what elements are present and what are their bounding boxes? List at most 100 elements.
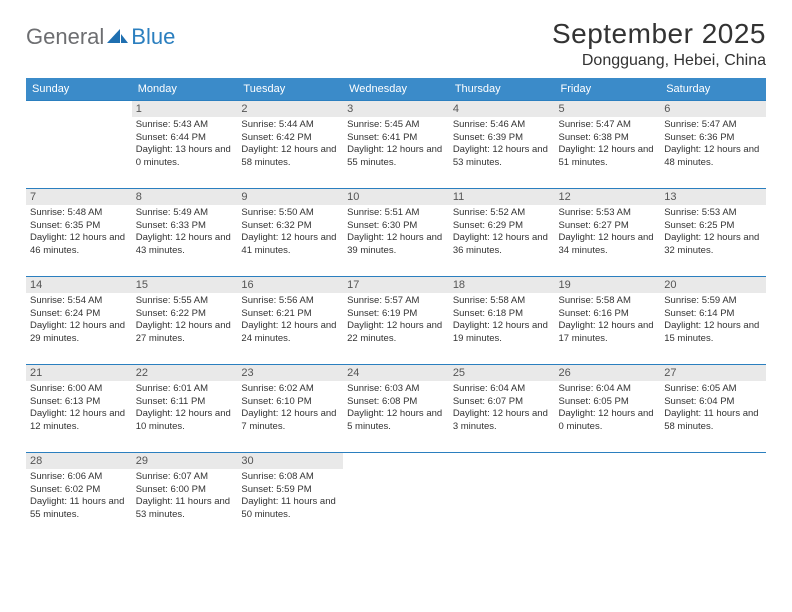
week-row: 1Sunrise: 5:43 AMSunset: 6:44 PMDaylight… bbox=[26, 101, 766, 189]
day-number: 27 bbox=[660, 365, 766, 381]
day-content: Sunrise: 5:52 AMSunset: 6:29 PMDaylight:… bbox=[449, 205, 555, 261]
day-cell: 9Sunrise: 5:50 AMSunset: 6:32 PMDaylight… bbox=[237, 189, 343, 277]
day-number: 5 bbox=[555, 101, 661, 117]
day-content: Sunrise: 6:04 AMSunset: 6:05 PMDaylight:… bbox=[555, 381, 661, 437]
week-row: 28Sunrise: 6:06 AMSunset: 6:02 PMDayligh… bbox=[26, 453, 766, 541]
day-cell: 22Sunrise: 6:01 AMSunset: 6:11 PMDayligh… bbox=[132, 365, 238, 453]
day-content: Sunrise: 5:57 AMSunset: 6:19 PMDaylight:… bbox=[343, 293, 449, 349]
day-number: 13 bbox=[660, 189, 766, 205]
day-cell: 20Sunrise: 5:59 AMSunset: 6:14 PMDayligh… bbox=[660, 277, 766, 365]
day-content: Sunrise: 6:06 AMSunset: 6:02 PMDaylight:… bbox=[26, 469, 132, 525]
day-content: Sunrise: 5:47 AMSunset: 6:36 PMDaylight:… bbox=[660, 117, 766, 173]
day-content: Sunrise: 6:04 AMSunset: 6:07 PMDaylight:… bbox=[449, 381, 555, 437]
week-row: 14Sunrise: 5:54 AMSunset: 6:24 PMDayligh… bbox=[26, 277, 766, 365]
day-number: 23 bbox=[237, 365, 343, 381]
day-content: Sunrise: 5:49 AMSunset: 6:33 PMDaylight:… bbox=[132, 205, 238, 261]
day-content: Sunrise: 5:53 AMSunset: 6:27 PMDaylight:… bbox=[555, 205, 661, 261]
week-row: 7Sunrise: 5:48 AMSunset: 6:35 PMDaylight… bbox=[26, 189, 766, 277]
day-content: Sunrise: 5:58 AMSunset: 6:16 PMDaylight:… bbox=[555, 293, 661, 349]
day-number: 19 bbox=[555, 277, 661, 293]
weekday-header-row: SundayMondayTuesdayWednesdayThursdayFrid… bbox=[26, 78, 766, 101]
brand-logo: General Blue bbox=[26, 24, 175, 50]
day-content: Sunrise: 5:50 AMSunset: 6:32 PMDaylight:… bbox=[237, 205, 343, 261]
day-number: 16 bbox=[237, 277, 343, 293]
day-cell: 8Sunrise: 5:49 AMSunset: 6:33 PMDaylight… bbox=[132, 189, 238, 277]
day-cell: 12Sunrise: 5:53 AMSunset: 6:27 PMDayligh… bbox=[555, 189, 661, 277]
day-cell: 29Sunrise: 6:07 AMSunset: 6:00 PMDayligh… bbox=[132, 453, 238, 541]
day-content: Sunrise: 5:46 AMSunset: 6:39 PMDaylight:… bbox=[449, 117, 555, 173]
weekday-header: Thursday bbox=[449, 78, 555, 101]
day-cell: 24Sunrise: 6:03 AMSunset: 6:08 PMDayligh… bbox=[343, 365, 449, 453]
brand-sail-icon bbox=[107, 27, 129, 50]
day-cell: 17Sunrise: 5:57 AMSunset: 6:19 PMDayligh… bbox=[343, 277, 449, 365]
day-number: 29 bbox=[132, 453, 238, 469]
day-cell: 21Sunrise: 6:00 AMSunset: 6:13 PMDayligh… bbox=[26, 365, 132, 453]
day-content: Sunrise: 6:05 AMSunset: 6:04 PMDaylight:… bbox=[660, 381, 766, 437]
day-content: Sunrise: 5:53 AMSunset: 6:25 PMDaylight:… bbox=[660, 205, 766, 261]
day-number: 17 bbox=[343, 277, 449, 293]
day-content: Sunrise: 6:01 AMSunset: 6:11 PMDaylight:… bbox=[132, 381, 238, 437]
day-number: 26 bbox=[555, 365, 661, 381]
day-cell: 26Sunrise: 6:04 AMSunset: 6:05 PMDayligh… bbox=[555, 365, 661, 453]
day-cell: 28Sunrise: 6:06 AMSunset: 6:02 PMDayligh… bbox=[26, 453, 132, 541]
day-cell: 1Sunrise: 5:43 AMSunset: 6:44 PMDaylight… bbox=[132, 101, 238, 189]
day-content: Sunrise: 6:03 AMSunset: 6:08 PMDaylight:… bbox=[343, 381, 449, 437]
day-number: 24 bbox=[343, 365, 449, 381]
day-number: 4 bbox=[449, 101, 555, 117]
day-content: Sunrise: 5:43 AMSunset: 6:44 PMDaylight:… bbox=[132, 117, 238, 173]
empty-cell bbox=[26, 101, 132, 189]
day-content: Sunrise: 6:00 AMSunset: 6:13 PMDaylight:… bbox=[26, 381, 132, 437]
weekday-header: Tuesday bbox=[237, 78, 343, 101]
day-number: 1 bbox=[132, 101, 238, 117]
day-number: 25 bbox=[449, 365, 555, 381]
day-cell: 10Sunrise: 5:51 AMSunset: 6:30 PMDayligh… bbox=[343, 189, 449, 277]
day-cell: 15Sunrise: 5:55 AMSunset: 6:22 PMDayligh… bbox=[132, 277, 238, 365]
day-number: 9 bbox=[237, 189, 343, 205]
day-number: 15 bbox=[132, 277, 238, 293]
day-content: Sunrise: 5:55 AMSunset: 6:22 PMDaylight:… bbox=[132, 293, 238, 349]
day-cell: 18Sunrise: 5:58 AMSunset: 6:18 PMDayligh… bbox=[449, 277, 555, 365]
day-content: Sunrise: 5:48 AMSunset: 6:35 PMDaylight:… bbox=[26, 205, 132, 261]
title-block: September 2025 Dongguang, Hebei, China bbox=[552, 18, 766, 70]
day-content: Sunrise: 5:56 AMSunset: 6:21 PMDaylight:… bbox=[237, 293, 343, 349]
brand-part2: Blue bbox=[131, 24, 175, 50]
day-cell: 5Sunrise: 5:47 AMSunset: 6:38 PMDaylight… bbox=[555, 101, 661, 189]
location: Dongguang, Hebei, China bbox=[552, 52, 766, 70]
day-cell: 2Sunrise: 5:44 AMSunset: 6:42 PMDaylight… bbox=[237, 101, 343, 189]
month-title: September 2025 bbox=[552, 18, 766, 50]
day-number: 18 bbox=[449, 277, 555, 293]
day-content: Sunrise: 6:02 AMSunset: 6:10 PMDaylight:… bbox=[237, 381, 343, 437]
day-cell: 13Sunrise: 5:53 AMSunset: 6:25 PMDayligh… bbox=[660, 189, 766, 277]
day-content: Sunrise: 5:44 AMSunset: 6:42 PMDaylight:… bbox=[237, 117, 343, 173]
empty-cell bbox=[555, 453, 661, 541]
day-cell: 11Sunrise: 5:52 AMSunset: 6:29 PMDayligh… bbox=[449, 189, 555, 277]
day-number: 2 bbox=[237, 101, 343, 117]
day-cell: 7Sunrise: 5:48 AMSunset: 6:35 PMDaylight… bbox=[26, 189, 132, 277]
day-number: 20 bbox=[660, 277, 766, 293]
day-number: 12 bbox=[555, 189, 661, 205]
day-number: 11 bbox=[449, 189, 555, 205]
brand-part1: General bbox=[26, 24, 104, 50]
day-content: Sunrise: 5:47 AMSunset: 6:38 PMDaylight:… bbox=[555, 117, 661, 173]
day-content: Sunrise: 5:58 AMSunset: 6:18 PMDaylight:… bbox=[449, 293, 555, 349]
day-number: 7 bbox=[26, 189, 132, 205]
day-content: Sunrise: 6:08 AMSunset: 5:59 PMDaylight:… bbox=[237, 469, 343, 525]
day-number: 28 bbox=[26, 453, 132, 469]
day-cell: 14Sunrise: 5:54 AMSunset: 6:24 PMDayligh… bbox=[26, 277, 132, 365]
day-cell: 23Sunrise: 6:02 AMSunset: 6:10 PMDayligh… bbox=[237, 365, 343, 453]
day-number: 10 bbox=[343, 189, 449, 205]
day-cell: 19Sunrise: 5:58 AMSunset: 6:16 PMDayligh… bbox=[555, 277, 661, 365]
day-number: 8 bbox=[132, 189, 238, 205]
day-cell: 3Sunrise: 5:45 AMSunset: 6:41 PMDaylight… bbox=[343, 101, 449, 189]
day-number: 21 bbox=[26, 365, 132, 381]
calendar-table: SundayMondayTuesdayWednesdayThursdayFrid… bbox=[26, 78, 766, 541]
day-number: 14 bbox=[26, 277, 132, 293]
weekday-header: Sunday bbox=[26, 78, 132, 101]
day-content: Sunrise: 5:51 AMSunset: 6:30 PMDaylight:… bbox=[343, 205, 449, 261]
day-cell: 16Sunrise: 5:56 AMSunset: 6:21 PMDayligh… bbox=[237, 277, 343, 365]
empty-cell bbox=[449, 453, 555, 541]
day-content: Sunrise: 5:54 AMSunset: 6:24 PMDaylight:… bbox=[26, 293, 132, 349]
day-number: 6 bbox=[660, 101, 766, 117]
weekday-header: Saturday bbox=[660, 78, 766, 101]
header: General Blue September 2025 Dongguang, H… bbox=[26, 18, 766, 70]
